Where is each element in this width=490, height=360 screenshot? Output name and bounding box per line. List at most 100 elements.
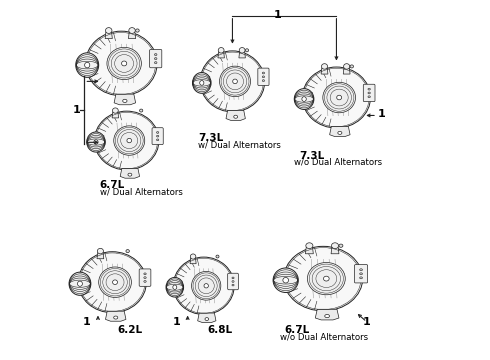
Polygon shape	[91, 55, 97, 72]
FancyBboxPatch shape	[258, 68, 269, 86]
Ellipse shape	[113, 108, 118, 113]
Ellipse shape	[323, 82, 356, 113]
Polygon shape	[190, 258, 196, 264]
Ellipse shape	[122, 61, 127, 66]
Polygon shape	[305, 247, 313, 254]
Ellipse shape	[216, 255, 219, 258]
Ellipse shape	[98, 267, 131, 297]
Ellipse shape	[360, 277, 363, 279]
Text: 6.2L: 6.2L	[118, 325, 143, 335]
Polygon shape	[330, 126, 350, 136]
Ellipse shape	[368, 96, 370, 98]
Ellipse shape	[113, 280, 118, 284]
Polygon shape	[128, 32, 136, 39]
Ellipse shape	[239, 48, 245, 53]
Ellipse shape	[262, 76, 265, 78]
Ellipse shape	[325, 314, 329, 318]
Ellipse shape	[204, 284, 208, 288]
Ellipse shape	[339, 244, 343, 247]
FancyBboxPatch shape	[363, 84, 375, 102]
Polygon shape	[105, 311, 126, 321]
Ellipse shape	[306, 243, 313, 249]
Polygon shape	[239, 52, 245, 58]
Ellipse shape	[262, 72, 265, 74]
FancyBboxPatch shape	[354, 265, 368, 283]
Ellipse shape	[262, 80, 265, 81]
Ellipse shape	[193, 72, 211, 93]
Ellipse shape	[156, 139, 159, 141]
Polygon shape	[83, 275, 89, 290]
Ellipse shape	[343, 64, 350, 69]
Ellipse shape	[126, 249, 129, 253]
FancyBboxPatch shape	[152, 128, 163, 145]
Ellipse shape	[245, 49, 248, 52]
Ellipse shape	[200, 81, 204, 85]
Ellipse shape	[360, 269, 363, 271]
Ellipse shape	[156, 135, 159, 137]
Polygon shape	[97, 253, 104, 259]
Polygon shape	[308, 90, 312, 105]
Ellipse shape	[114, 316, 118, 319]
Ellipse shape	[114, 126, 145, 155]
Ellipse shape	[107, 47, 141, 80]
Ellipse shape	[338, 131, 342, 134]
Ellipse shape	[87, 132, 105, 152]
Ellipse shape	[294, 89, 314, 109]
Text: 1: 1	[83, 317, 90, 327]
Ellipse shape	[205, 318, 209, 320]
Polygon shape	[99, 133, 103, 148]
Ellipse shape	[232, 284, 234, 286]
Polygon shape	[218, 52, 224, 58]
Text: w/o Dual Alternators: w/o Dual Alternators	[280, 332, 368, 341]
Ellipse shape	[140, 109, 143, 112]
Polygon shape	[114, 94, 136, 105]
Ellipse shape	[127, 138, 131, 143]
Ellipse shape	[220, 66, 250, 96]
Ellipse shape	[273, 268, 298, 292]
Text: 1: 1	[363, 317, 371, 327]
Ellipse shape	[232, 277, 234, 279]
Polygon shape	[197, 313, 216, 323]
Text: 6.7L: 6.7L	[100, 180, 125, 190]
Ellipse shape	[350, 65, 353, 68]
Text: 1: 1	[172, 317, 180, 327]
Polygon shape	[178, 279, 182, 293]
Ellipse shape	[368, 88, 370, 90]
Ellipse shape	[129, 28, 135, 33]
Ellipse shape	[173, 257, 234, 315]
Ellipse shape	[307, 262, 345, 295]
Ellipse shape	[78, 252, 147, 313]
Text: w/ Dual Alternators: w/ Dual Alternators	[198, 140, 281, 149]
Ellipse shape	[94, 140, 98, 144]
Ellipse shape	[85, 31, 157, 96]
Text: 1: 1	[73, 105, 80, 115]
Ellipse shape	[233, 79, 237, 84]
Ellipse shape	[283, 278, 289, 283]
Ellipse shape	[190, 254, 196, 259]
Ellipse shape	[321, 64, 328, 69]
Ellipse shape	[144, 273, 146, 275]
Polygon shape	[112, 112, 119, 118]
Ellipse shape	[337, 95, 342, 100]
Polygon shape	[315, 309, 339, 320]
Text: 6.7L: 6.7L	[285, 325, 310, 335]
Ellipse shape	[77, 281, 82, 286]
Polygon shape	[226, 110, 245, 120]
Polygon shape	[120, 168, 140, 178]
Ellipse shape	[154, 58, 157, 59]
Ellipse shape	[360, 273, 363, 275]
Ellipse shape	[144, 277, 146, 279]
Ellipse shape	[302, 67, 370, 128]
FancyBboxPatch shape	[139, 269, 151, 286]
Polygon shape	[343, 68, 350, 74]
Ellipse shape	[154, 54, 157, 55]
Text: w/ Dual Alternators: w/ Dual Alternators	[100, 187, 183, 196]
FancyBboxPatch shape	[149, 49, 162, 68]
Ellipse shape	[192, 271, 221, 300]
Polygon shape	[205, 74, 209, 89]
Text: 6.8L: 6.8L	[207, 325, 232, 335]
Ellipse shape	[232, 281, 234, 282]
Ellipse shape	[85, 62, 90, 68]
Ellipse shape	[144, 280, 146, 282]
Ellipse shape	[173, 285, 177, 289]
